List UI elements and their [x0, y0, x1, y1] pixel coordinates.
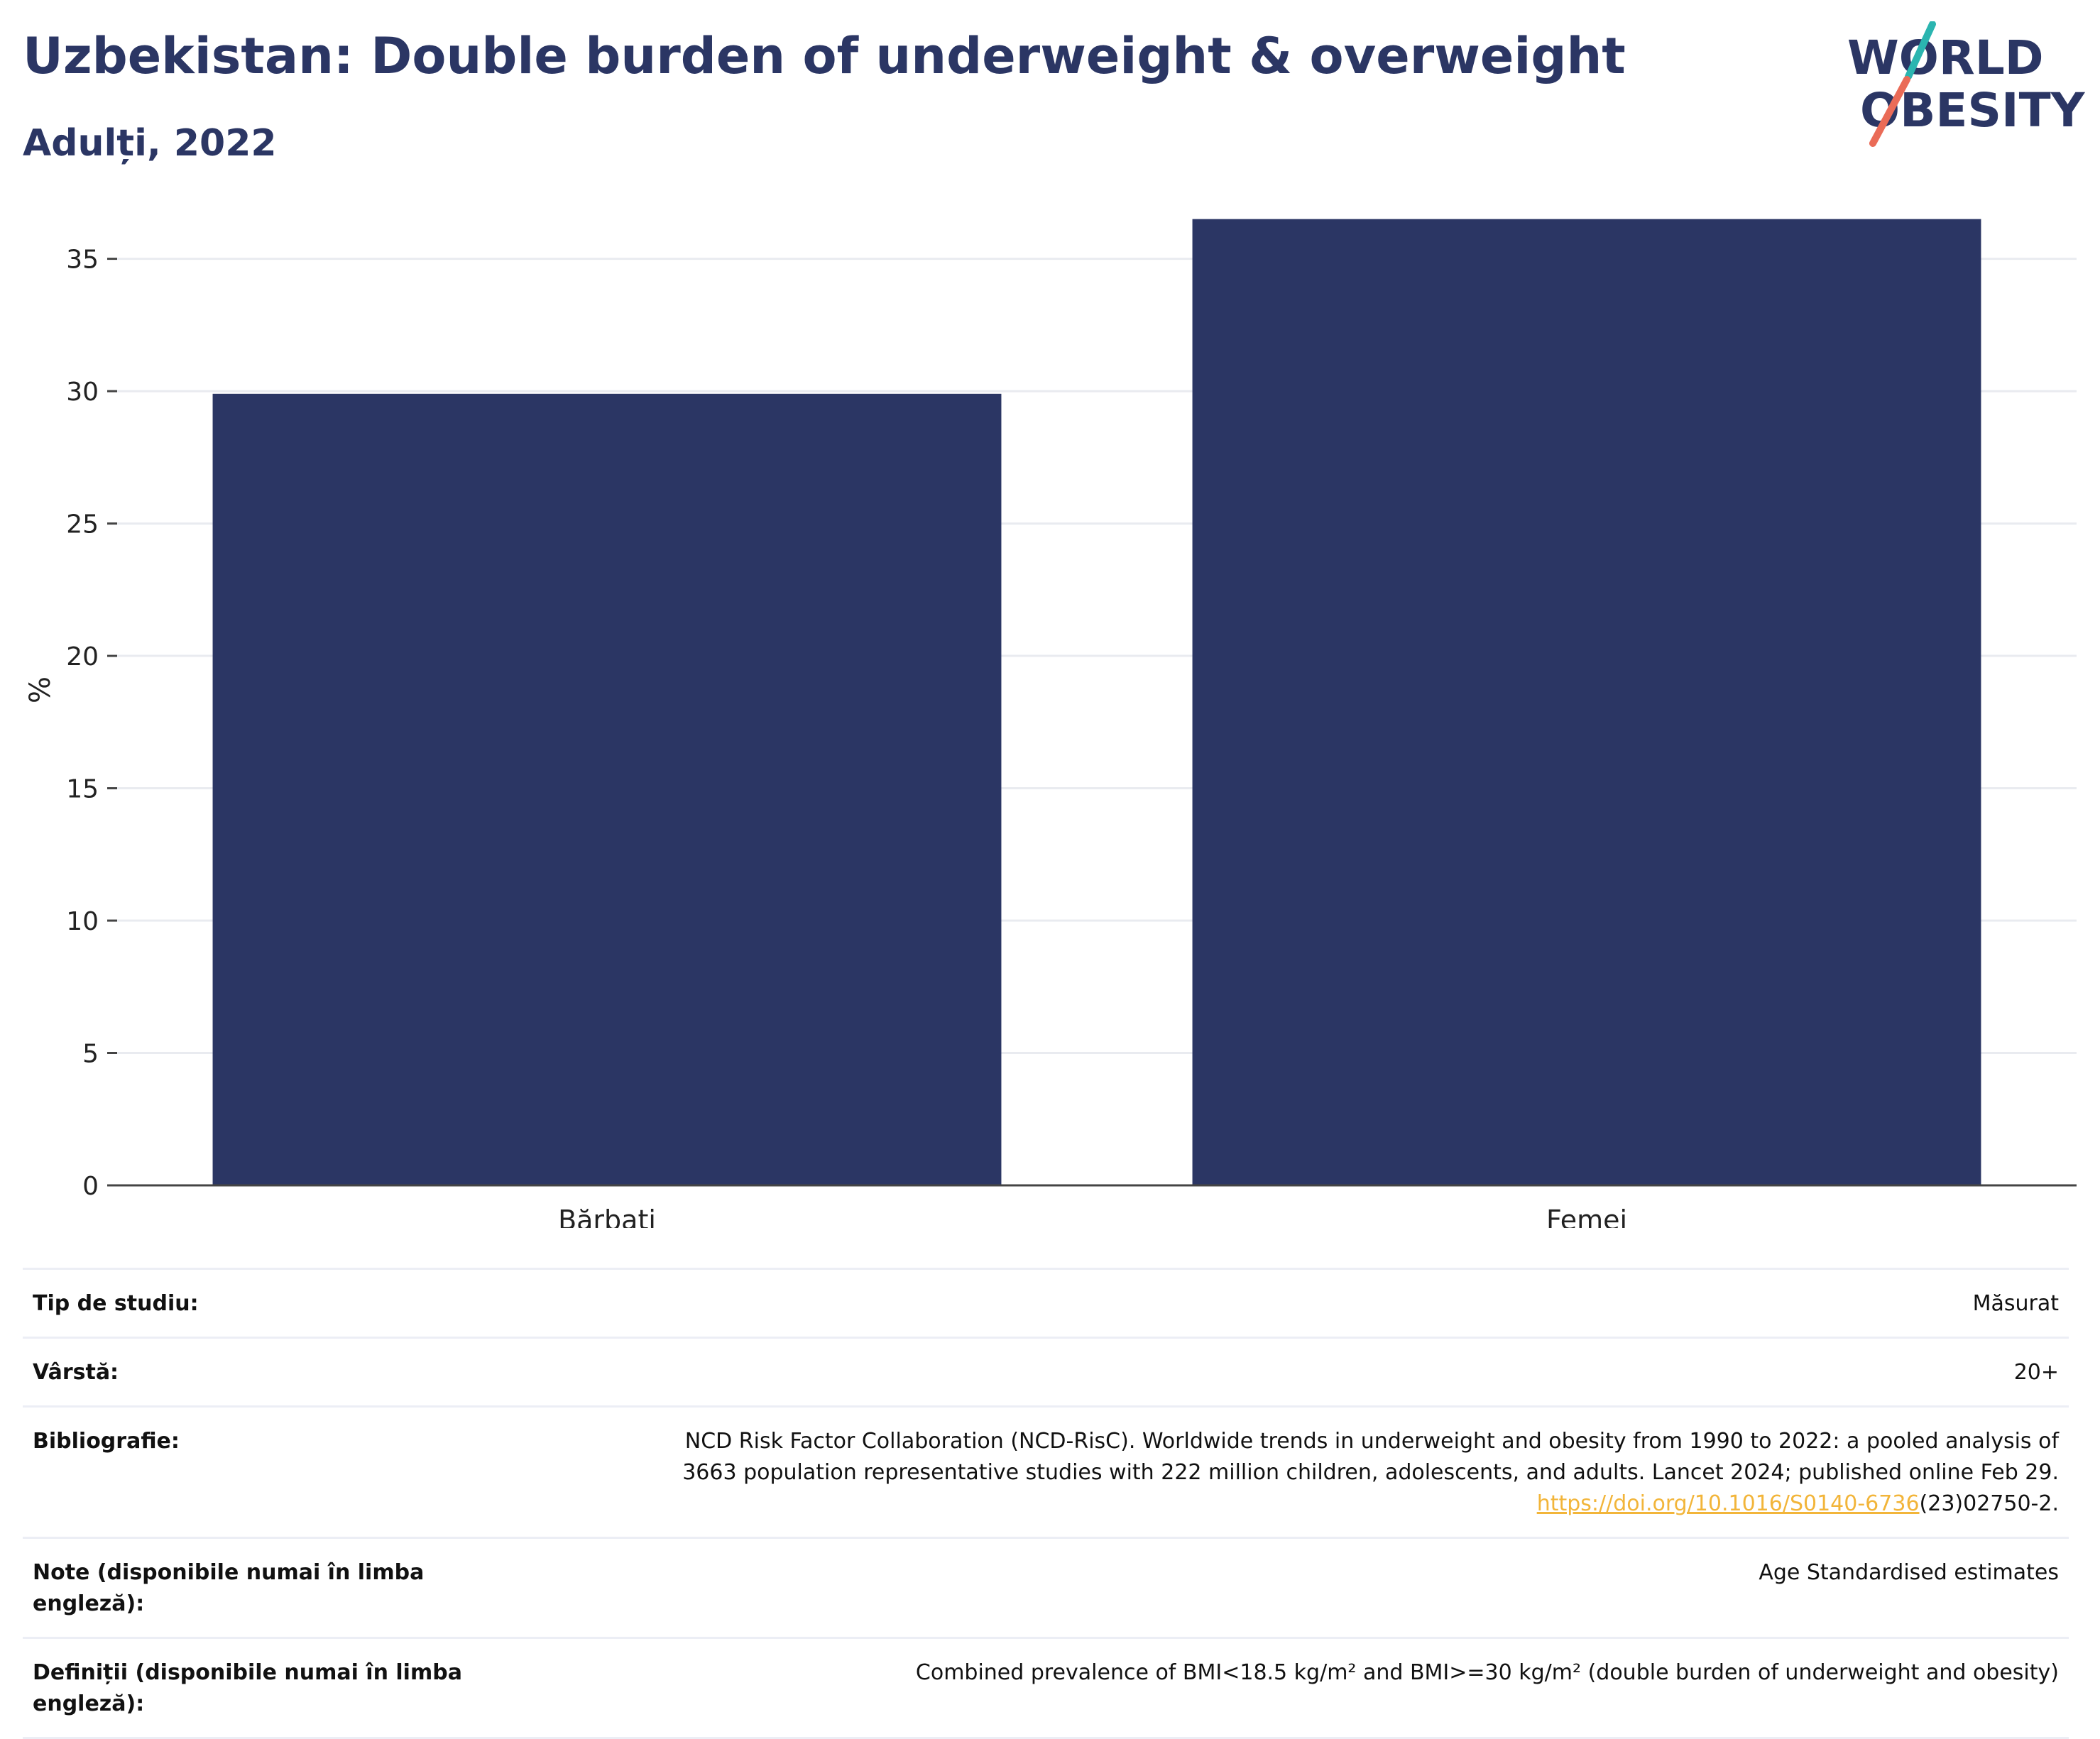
y-tick-label-0: 0 [82, 1172, 99, 1201]
definitions-value: Combined prevalence of BMI<18.5 kg/m² an… [915, 1660, 2059, 1685]
axes: 0 5 10 15 20 25 30 35 Bărbați Femei [66, 246, 2077, 1228]
logo-word-world: WORLD [1847, 31, 2044, 85]
world-obesity-logo[interactable]: WORLD OBESITY [1846, 21, 2087, 149]
y-tick-label-35: 35 [66, 246, 99, 275]
doi-link[interactable]: https://doi.org/10.1016/S0140-6736 [1536, 1491, 1920, 1516]
age-label: Vârstă: [33, 1360, 119, 1385]
bibliography-label: Bibliografie: [33, 1429, 180, 1454]
chart-title: Uzbekistan: Double burden of underweight… [23, 27, 1626, 85]
logo-slash-coral [1869, 76, 1910, 147]
bar-chart: 0 5 10 15 20 25 30 35 Bărbați Femei % [24, 219, 2077, 1228]
age-value: 20+ [2013, 1360, 2059, 1385]
bars [212, 219, 1981, 1185]
y-axis-title: % [24, 676, 57, 703]
y-tick-label-5: 5 [82, 1040, 99, 1069]
bar-2[interactable] [1192, 219, 1981, 1185]
info-row-study-type: Tip de studiu: Măsurat [23, 1268, 2069, 1338]
bar-1[interactable] [212, 393, 1002, 1185]
bibliography-line-3: https://doi.org/10.1016/S0140-6736(23)02… [507, 1488, 2059, 1520]
y-tick-label-25: 25 [66, 510, 99, 539]
notes-value: Age Standardised estimates [1759, 1560, 2059, 1585]
y-tick-label-10: 10 [66, 907, 99, 936]
info-row-bibliography: Bibliografie: NCD Risk Factor Collaborat… [23, 1406, 2069, 1538]
y-tick-label-20: 20 [66, 642, 99, 671]
bibliography-value: NCD Risk Factor Collaboration (NCD-RisC)… [497, 1407, 2069, 1538]
info-row-notes: Note (disponibile numai în limba engleză… [23, 1537, 2069, 1638]
notes-label: Note (disponibile numai în limba engleză… [33, 1560, 425, 1616]
info-row-age: Vârstă: 20+ [23, 1337, 2069, 1407]
chart-subtitle: Adulți, 2022 [23, 122, 277, 165]
y-tick-label-15: 15 [66, 775, 99, 804]
bibliography-line-2: 3663 population representative studies w… [682, 1460, 2059, 1485]
definitions-label: Definiții (disponibile numai în limba en… [33, 1660, 462, 1716]
study-type-label: Tip de studiu: [33, 1291, 199, 1316]
x-category-label-1: Bărbați [558, 1205, 656, 1228]
info-row-definitions: Definiții (disponibile numai în limba en… [23, 1637, 2069, 1738]
y-tick-label-30: 30 [66, 378, 99, 407]
doi-suffix: (23)02750-2. [1919, 1491, 2059, 1516]
info-table: Tip de studiu: Măsurat Vârstă: 20+ Bibli… [23, 1268, 2069, 1739]
bibliography-line-1: NCD Risk Factor Collaboration (NCD-RisC)… [684, 1429, 2059, 1454]
x-category-label-2: Femei [1546, 1205, 1627, 1228]
logo-slash-teal [1905, 21, 1936, 80]
study-type-value: Măsurat [1972, 1291, 2059, 1316]
